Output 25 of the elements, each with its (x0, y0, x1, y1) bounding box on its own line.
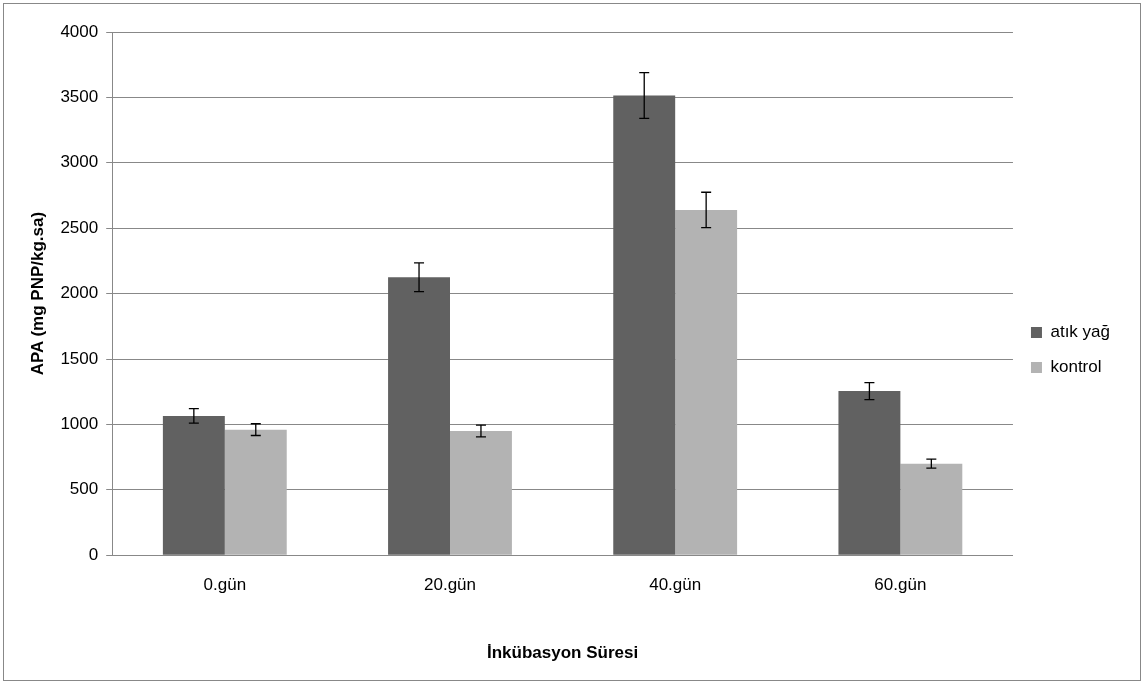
y-tick-label: 4000 (60, 21, 99, 41)
x-axis-title: İnkübasyon Süresi (487, 643, 639, 663)
y-tick-label: 3500 (60, 87, 99, 107)
bar (675, 209, 738, 555)
bar (613, 95, 676, 555)
y-tick-label: 1000 (60, 414, 99, 434)
y-tick-label: 3000 (60, 152, 99, 172)
x-tick-label: 40.gün (649, 575, 702, 595)
x-tick-label: 60.gün (874, 575, 927, 595)
y-tick-label: 2500 (60, 217, 99, 237)
y-tick-label: 1500 (60, 348, 99, 368)
bar (900, 463, 963, 555)
x-tick-label: 0.gün (203, 575, 247, 595)
y-tick-label: 2000 (60, 283, 99, 303)
legend-label: atık yağ (1050, 322, 1111, 342)
bar (162, 415, 225, 555)
bar (838, 391, 901, 555)
y-tick-label: 500 (69, 479, 99, 499)
legend-label: kontrol (1050, 357, 1102, 377)
bar (450, 430, 512, 555)
bar (224, 429, 287, 555)
x-tick-label: 20.gün (424, 575, 476, 595)
y-tick-label: 0 (88, 544, 99, 564)
y-axis-title: APA (mg PNP/kg.sa) (27, 211, 47, 376)
bar (388, 277, 450, 555)
